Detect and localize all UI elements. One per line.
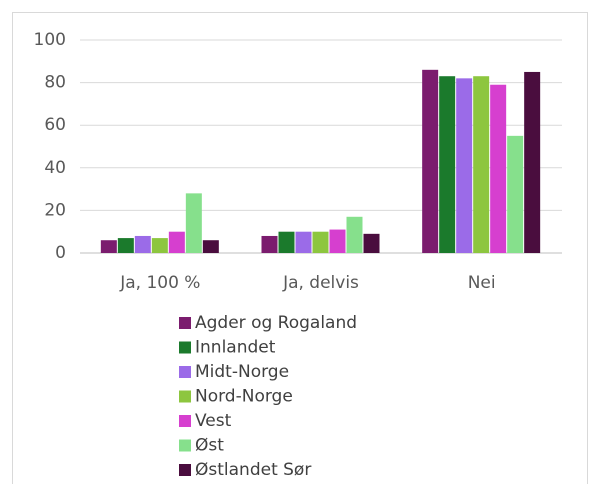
x-tick-label: Nei bbox=[468, 273, 496, 293]
legend-swatch bbox=[179, 439, 191, 452]
legend-label: Vest bbox=[195, 411, 232, 431]
y-tick-label: 80 bbox=[44, 73, 66, 93]
legend-swatch bbox=[179, 366, 191, 378]
legend-label: Midt-Norge bbox=[195, 362, 289, 382]
bar bbox=[329, 229, 346, 253]
legend-label: Agder og Rogaland bbox=[195, 313, 357, 333]
legend-label: Østlandet Sør bbox=[195, 460, 311, 480]
bar bbox=[134, 235, 151, 253]
y-tick-label: 100 bbox=[34, 30, 66, 50]
bar bbox=[151, 238, 168, 253]
legend-swatch bbox=[179, 415, 191, 427]
bar bbox=[490, 84, 507, 253]
bar bbox=[168, 231, 185, 253]
bar bbox=[473, 76, 490, 254]
bar bbox=[261, 235, 278, 253]
bar bbox=[185, 193, 202, 253]
bar bbox=[117, 238, 134, 253]
y-tick-label: 40 bbox=[44, 158, 66, 178]
legend-swatch bbox=[179, 390, 191, 403]
bar bbox=[278, 231, 295, 253]
bar bbox=[363, 233, 380, 253]
legend-swatch bbox=[179, 341, 191, 354]
y-tick-label: 0 bbox=[55, 243, 66, 263]
legend-swatch bbox=[179, 317, 191, 329]
legend-swatch bbox=[179, 464, 191, 476]
bar bbox=[202, 240, 219, 253]
y-tick-label: 20 bbox=[44, 200, 66, 220]
legend-label: Innlandet bbox=[195, 338, 276, 358]
bar bbox=[507, 135, 524, 253]
bar bbox=[422, 69, 439, 253]
legend-label: Øst bbox=[195, 436, 224, 456]
x-tick-label: Ja, delvis bbox=[282, 273, 359, 293]
x-tick-label: Ja, 100 % bbox=[119, 273, 200, 293]
bar bbox=[312, 231, 329, 253]
bar bbox=[524, 71, 541, 253]
legend-label: Nord-Norge bbox=[195, 387, 293, 407]
bar bbox=[100, 240, 117, 253]
bar bbox=[346, 216, 363, 253]
bar bbox=[295, 231, 312, 253]
bar bbox=[456, 78, 473, 253]
y-tick-label: 60 bbox=[44, 115, 66, 135]
bar bbox=[439, 76, 456, 254]
legend: Agder og Rogaland Innlandet Midt-Norge Nord… bbox=[179, 313, 357, 480]
